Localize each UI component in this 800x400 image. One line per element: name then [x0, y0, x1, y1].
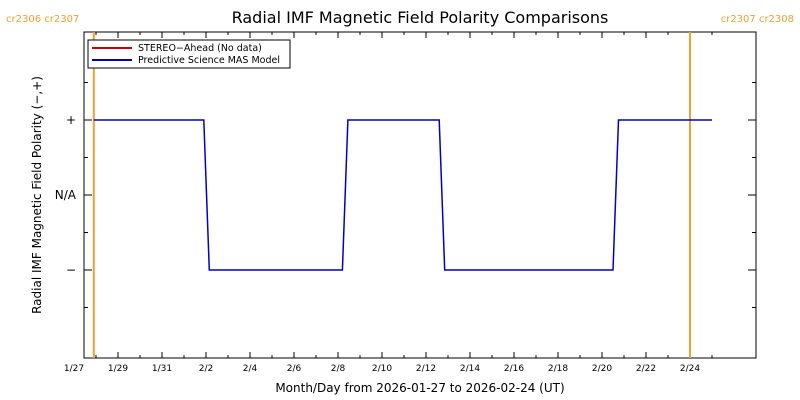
- x-tick-label: 2/8: [331, 364, 346, 374]
- x-tick-label: 2/12: [416, 364, 436, 374]
- series-line-1: [93, 119, 712, 271]
- x-axis-ticks: 1/27 1/29 1/31 2/2 2/4 2/6 2/8 2/10 2/12 2/14 2/16…: [64, 32, 713, 374]
- legend: STEREO−Ahead (No data) Predictive Scienc…: [87, 39, 291, 69]
- x-tick-label: 2/20: [592, 364, 612, 374]
- x-axis-label: Month/Day from 2026-01-27 to 2026-02-24 …: [275, 381, 564, 395]
- x-tick-label: 2/24: [680, 364, 700, 374]
- x-tick-label: 2/22: [636, 364, 656, 374]
- y-tick-label: −: [66, 263, 76, 277]
- x-tick-label: 2/10: [372, 364, 392, 374]
- y-axis-ticks: + N/A −: [55, 82, 756, 308]
- legend-label-psi-mas-model: Predictive Science MAS Model: [138, 55, 280, 66]
- x-tick-label: 2/14: [460, 364, 480, 374]
- carrington-label: cr2306 cr2307: [6, 14, 79, 25]
- chart-title: Radial IMF Magnetic Field Polarity Compa…: [232, 8, 609, 27]
- data-series: [93, 119, 712, 271]
- x-tick-label: 1/31: [152, 364, 172, 374]
- y-axis-label: Radial IMF Magnetic Field Polarity (−,+): [30, 76, 44, 314]
- x-tick-label: 2/4: [243, 364, 258, 374]
- x-tick-label: 2/16: [504, 364, 524, 374]
- legend-label-stereo-ahead: STEREO−Ahead (No data): [138, 43, 262, 54]
- carrington-label: cr2307 cr2308: [721, 14, 794, 25]
- x-tick-label: 2/18: [548, 364, 568, 374]
- x-tick-label: 2/6: [287, 364, 302, 374]
- carrington-markers: cr2306 cr2307 cr2307 cr2308: [6, 14, 794, 358]
- x-tick-label: 1/29: [108, 364, 128, 374]
- x-tick-label: 1/27: [64, 364, 84, 374]
- y-tick-label: +: [66, 113, 76, 127]
- legend-box: [87, 39, 291, 69]
- x-tick-label: 2/2: [199, 364, 213, 374]
- y-tick-label: N/A: [55, 188, 77, 202]
